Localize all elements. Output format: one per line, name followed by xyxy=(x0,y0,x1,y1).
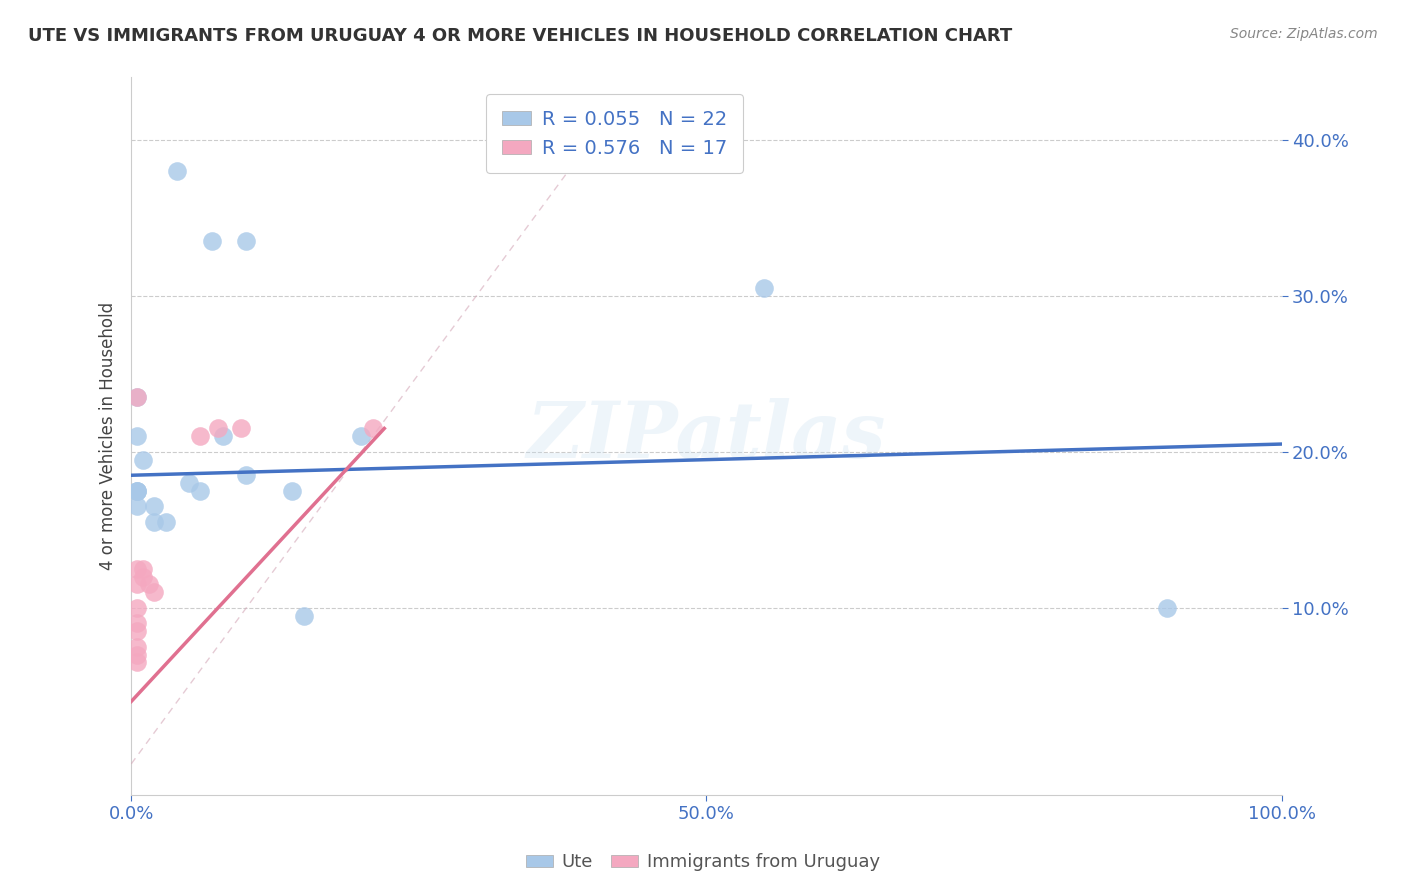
Point xyxy=(125,390,148,404)
Point xyxy=(229,421,252,435)
Point xyxy=(125,562,148,576)
Point xyxy=(752,281,775,295)
Point xyxy=(143,500,166,514)
Point xyxy=(138,577,160,591)
Text: ZIPatlas: ZIPatlas xyxy=(527,398,886,475)
Point xyxy=(125,483,148,498)
Point xyxy=(125,624,148,639)
Point xyxy=(143,585,166,599)
Point xyxy=(177,476,200,491)
Point xyxy=(361,421,384,435)
Point xyxy=(125,429,148,443)
Point xyxy=(292,608,315,623)
Point xyxy=(125,500,148,514)
Point xyxy=(132,452,155,467)
Point xyxy=(125,656,148,670)
Point xyxy=(350,429,373,443)
Point xyxy=(132,562,155,576)
Point xyxy=(125,577,148,591)
Point xyxy=(281,483,304,498)
Point xyxy=(132,569,155,583)
Y-axis label: 4 or more Vehicles in Household: 4 or more Vehicles in Household xyxy=(100,302,117,570)
Text: Source: ZipAtlas.com: Source: ZipAtlas.com xyxy=(1230,27,1378,41)
Point xyxy=(125,640,148,654)
Point xyxy=(125,483,148,498)
Legend: R = 0.055   N = 22, R = 0.576   N = 17: R = 0.055 N = 22, R = 0.576 N = 17 xyxy=(486,95,744,173)
Point xyxy=(235,468,257,483)
Point xyxy=(143,515,166,529)
Point xyxy=(125,600,148,615)
Text: UTE VS IMMIGRANTS FROM URUGUAY 4 OR MORE VEHICLES IN HOUSEHOLD CORRELATION CHART: UTE VS IMMIGRANTS FROM URUGUAY 4 OR MORE… xyxy=(28,27,1012,45)
Legend: Ute, Immigrants from Uruguay: Ute, Immigrants from Uruguay xyxy=(519,847,887,879)
Point xyxy=(125,616,148,631)
Point xyxy=(235,234,257,248)
Point xyxy=(207,421,229,435)
Point xyxy=(166,164,188,178)
Point xyxy=(155,515,177,529)
Point xyxy=(188,429,211,443)
Point xyxy=(125,390,148,404)
Point xyxy=(125,483,148,498)
Point xyxy=(125,648,148,662)
Point xyxy=(188,483,211,498)
Point xyxy=(212,429,235,443)
Point xyxy=(201,234,224,248)
Point xyxy=(1156,600,1178,615)
